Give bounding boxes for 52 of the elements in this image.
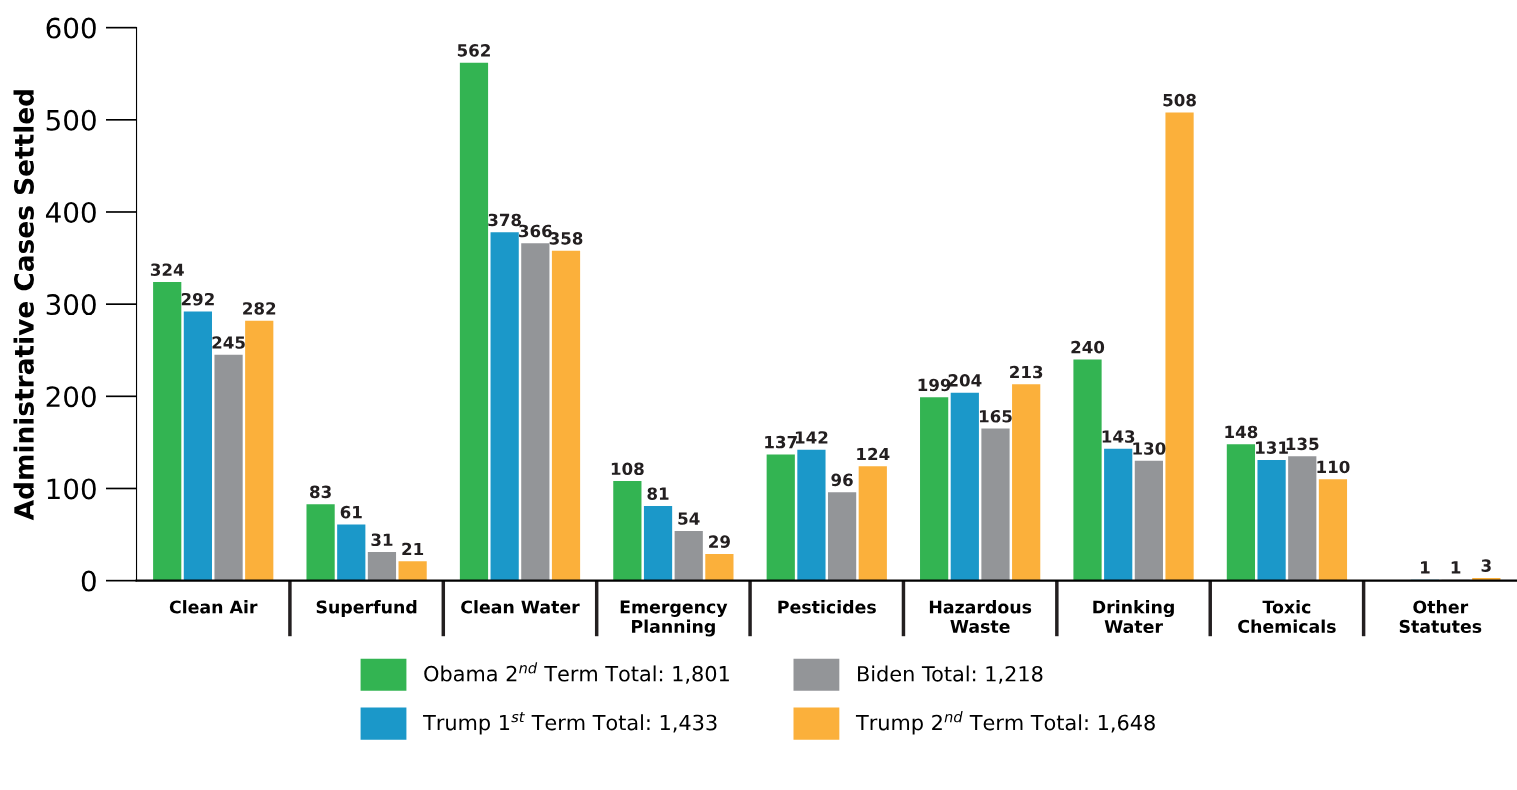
data-label: 81 xyxy=(647,487,669,500)
data-label: 135 xyxy=(1286,437,1319,451)
x-tick-label: Clean Water xyxy=(461,600,580,614)
x-tick-label: Clean Air xyxy=(169,600,258,614)
data-label: 142 xyxy=(795,431,828,444)
data-label: 108 xyxy=(611,462,644,476)
data-label: 282 xyxy=(243,302,276,315)
data-label: 21 xyxy=(402,542,424,556)
data-label: 508 xyxy=(1163,93,1196,107)
y-tick-label: 100 xyxy=(47,478,96,500)
data-label: 131 xyxy=(1256,441,1288,454)
x-tick-label: Pesticides xyxy=(778,600,876,614)
x-tick-label: Other Statutes xyxy=(1399,600,1482,633)
data-label: 1 xyxy=(1451,561,1461,574)
data-label: 292 xyxy=(181,292,214,306)
data-label: 148 xyxy=(1225,425,1258,439)
y-axis-title: Administrative Cases Settled xyxy=(13,90,34,521)
x-tick-label: Toxic Chemicals xyxy=(1238,600,1336,633)
y-tick-label: 300 xyxy=(46,294,96,316)
x-tick-label: Hazardous Waste xyxy=(929,600,1032,633)
data-label: 3 xyxy=(1481,559,1491,572)
data-label: 130 xyxy=(1133,442,1166,455)
y-tick-label: 500 xyxy=(46,109,96,131)
data-label: 165 xyxy=(979,409,1012,423)
y-tick-label: 400 xyxy=(45,201,96,223)
legend-label: Biden Total: 1,218 xyxy=(858,665,1043,684)
y-tick-label: 200 xyxy=(46,386,96,408)
x-tick-label: Drinking Water xyxy=(1093,600,1174,634)
legend-label: Trump 2$^{nd}$ Term Total: 1,648 xyxy=(855,711,1155,735)
data-label: 110 xyxy=(1317,460,1350,474)
data-label: 96 xyxy=(831,473,853,487)
data-label: 240 xyxy=(1071,340,1105,354)
data-label: 562 xyxy=(457,44,490,57)
data-label: 213 xyxy=(1010,365,1043,379)
legend-label: Trump 1$^{st}$ Term Total: 1,433 xyxy=(423,711,717,735)
data-label: 31 xyxy=(371,533,393,547)
data-label: 29 xyxy=(709,535,730,548)
data-label: 1 xyxy=(1421,561,1430,574)
legend-label: Obama 2$^{nd}$ Term Total: 1,801 xyxy=(424,662,729,684)
x-tick-label: Emergency Planning xyxy=(620,600,728,637)
data-label: 378 xyxy=(488,213,522,227)
data-label: 124 xyxy=(857,447,890,461)
data-label: 324 xyxy=(150,263,184,277)
data-label: 61 xyxy=(340,505,362,519)
data-label: 83 xyxy=(310,485,331,499)
y-tick-label: 600 xyxy=(46,17,96,39)
data-label: 137 xyxy=(765,435,797,449)
y-tick-label: 0 xyxy=(81,570,96,592)
data-label: 54 xyxy=(678,512,700,525)
x-tick-label: Superfund xyxy=(316,600,417,617)
data-label: 245 xyxy=(212,336,245,349)
data-label: 143 xyxy=(1102,430,1135,443)
